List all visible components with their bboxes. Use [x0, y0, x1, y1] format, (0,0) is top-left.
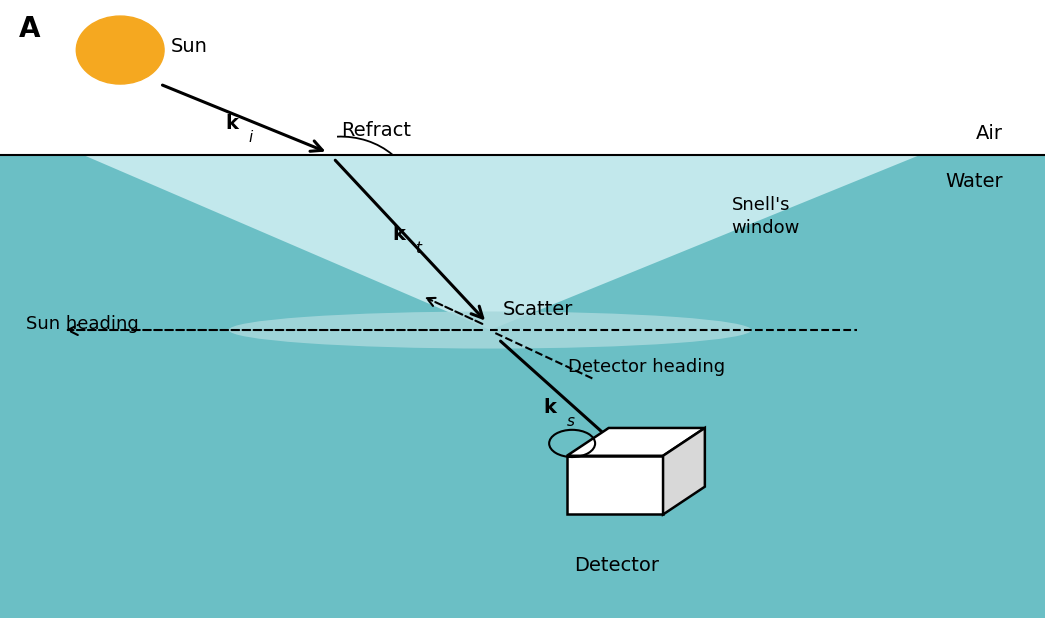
Text: Water: Water: [946, 172, 1003, 190]
Text: Scatter: Scatter: [503, 300, 573, 319]
Text: A: A: [19, 15, 41, 43]
Polygon shape: [566, 456, 663, 514]
Polygon shape: [663, 428, 704, 514]
Text: Sun: Sun: [170, 38, 207, 56]
Text: $\mathbf{k}$: $\mathbf{k}$: [392, 226, 408, 244]
Text: Sun heading: Sun heading: [26, 315, 139, 333]
Bar: [0, 155, 1045, 618]
Polygon shape: [84, 155, 920, 330]
Text: $i$: $i$: [248, 129, 254, 145]
Bar: [0, 0, 1045, 155]
Text: $\mathbf{k}$: $\mathbf{k}$: [543, 399, 559, 417]
Ellipse shape: [229, 311, 751, 349]
Polygon shape: [566, 428, 704, 456]
Text: Refract: Refract: [341, 121, 411, 140]
Text: Air: Air: [976, 124, 1003, 143]
Text: Detector heading: Detector heading: [568, 358, 725, 376]
Ellipse shape: [76, 16, 164, 84]
Text: Detector: Detector: [574, 556, 659, 575]
Text: $\mathbf{k}$: $\mathbf{k}$: [225, 114, 240, 133]
Text: $s$: $s$: [566, 414, 576, 429]
Text: Snell's
window: Snell's window: [732, 195, 799, 237]
Text: $t$: $t$: [415, 240, 423, 256]
